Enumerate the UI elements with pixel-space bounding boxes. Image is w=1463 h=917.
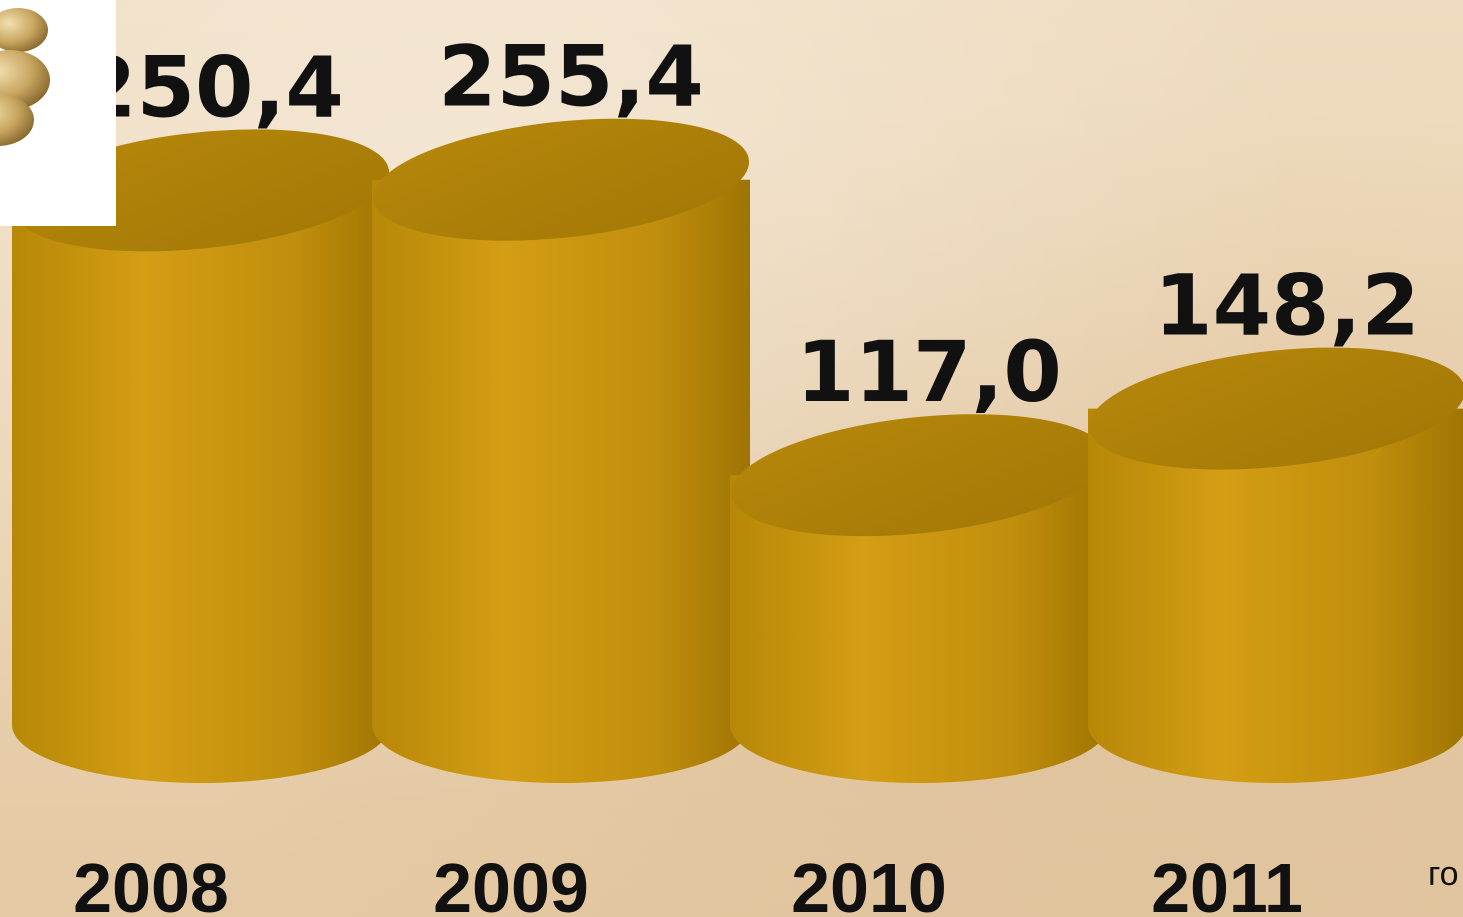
year-label-2009: 2009	[433, 849, 589, 917]
bar-2010	[730, 475, 1108, 783]
value-label-2011: 148,2	[1154, 257, 1420, 355]
value-label-2010: 117,0	[796, 323, 1062, 421]
value-label-2009: 255,4	[438, 28, 704, 126]
year-label-2008: 2008	[73, 849, 229, 917]
value-label-2008: 250,4	[78, 38, 344, 136]
bar-top-2009	[372, 118, 750, 241]
coins-image	[0, 0, 116, 226]
x-axis-label: го	[1428, 855, 1459, 893]
year-label-2011: 2011	[1151, 849, 1303, 917]
bar-top-2011	[1088, 347, 1463, 470]
year-label-2010: 2010	[791, 849, 947, 917]
bar-2011	[1088, 408, 1463, 783]
bar-top-2010	[730, 414, 1108, 537]
bar-2009	[372, 179, 750, 783]
bar-2008	[12, 190, 390, 783]
